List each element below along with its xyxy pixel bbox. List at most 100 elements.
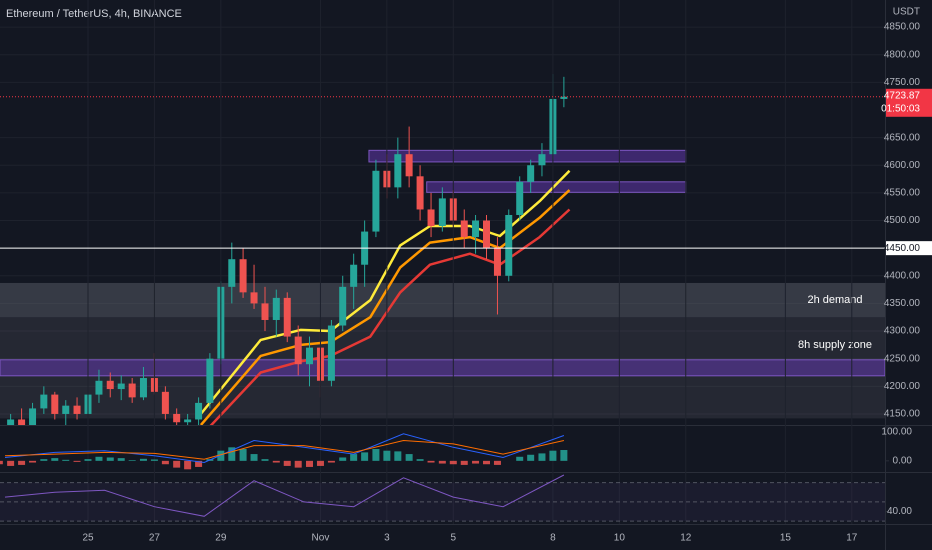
macd-histogram-bar (261, 459, 269, 461)
macd-histogram-bar (460, 460, 468, 465)
candle-body (516, 181, 524, 215)
candle-body (51, 394, 59, 414)
macd-histogram-bar (272, 460, 280, 463)
candle-body (538, 154, 546, 166)
macd-histogram-bar (73, 460, 81, 462)
zone-label: 8h supply zone (798, 339, 872, 351)
candle-body (195, 402, 203, 420)
candle-body (483, 220, 491, 249)
y-tick-label: 4300.00 (884, 326, 921, 337)
y-tick-label: 4650.00 (884, 132, 921, 143)
candle-body (327, 325, 335, 381)
candle-body (206, 358, 214, 403)
candle-body (161, 391, 169, 414)
macd-histogram-bar (95, 456, 103, 461)
macd-histogram-bar (549, 450, 557, 461)
x-tick-label: 12 (680, 533, 692, 544)
y-tick-label: 4600.00 (884, 160, 921, 171)
macd-histogram-bar (372, 449, 380, 461)
level-tag (886, 241, 932, 256)
countdown-label: 01:50:03 (881, 103, 920, 114)
macd-histogram-bar (416, 459, 424, 461)
macd-histogram-bar (40, 459, 48, 461)
candle-body (250, 292, 258, 304)
candle-body (184, 419, 192, 423)
macd-histogram-bar (18, 460, 26, 465)
x-tick-label: 8 (550, 533, 556, 544)
macd-histogram-bar (217, 450, 225, 461)
y-tick-label: 4750.00 (884, 77, 921, 88)
last-price-label: 4723.87 (884, 90, 921, 101)
y-tick-label: 4550.00 (884, 188, 921, 199)
macd-histogram-bar (306, 460, 314, 467)
macd-histogram-bar (483, 460, 491, 465)
candle-body (239, 259, 247, 293)
ribbon-line (209, 208, 571, 425)
macd-histogram-bar (449, 460, 457, 465)
macd-histogram-bar (538, 453, 546, 461)
y-tick-label: 4200.00 (884, 381, 921, 392)
candle-body (7, 419, 15, 425)
macd-tick-label: 0.00 (893, 455, 913, 466)
x-tick-label: 29 (215, 533, 227, 544)
candle-body (472, 220, 480, 238)
candle-body (350, 264, 358, 287)
macd-histogram-bar (84, 459, 92, 461)
macd-histogram-bar (7, 460, 15, 466)
macd-histogram-bar (106, 457, 114, 461)
x-tick-label: 5 (451, 533, 457, 544)
candle-body (460, 220, 468, 238)
candle-body (394, 154, 402, 188)
macd-histogram-bar (195, 460, 203, 467)
candle-body (228, 259, 236, 287)
x-tick-label: 3 (384, 533, 390, 544)
macd-histogram-bar (150, 459, 158, 461)
macd-histogram-bar (438, 460, 446, 464)
macd-histogram-bar (228, 447, 236, 461)
macd-histogram-bar (173, 460, 181, 468)
candle-body (139, 378, 147, 398)
candle-body (493, 248, 501, 276)
macd-histogram-bar (339, 457, 347, 461)
macd-tick-label: 100.00 (881, 427, 912, 438)
y-tick-label: 4250.00 (884, 353, 921, 364)
macd-histogram-bar (283, 460, 291, 466)
candle-body (505, 214, 513, 276)
candle-body (95, 380, 103, 395)
y-tick-label: 4350.00 (884, 298, 921, 309)
zone (368, 149, 687, 163)
macd-histogram-bar (361, 452, 369, 461)
y-tick-label: 4500.00 (884, 215, 921, 226)
candle-body (106, 380, 114, 390)
candle-body (73, 405, 81, 414)
x-tick-label: Nov (312, 533, 330, 544)
candle-body (405, 154, 413, 177)
zone (0, 282, 885, 318)
macd-histogram-bar (139, 458, 147, 461)
candle-body (560, 96, 568, 99)
y-tick-label: 4150.00 (884, 409, 921, 420)
candle-body (272, 297, 280, 320)
rsi-tick-label: 40.00 (887, 506, 912, 517)
macd-histogram-bar (62, 459, 70, 461)
macd-histogram-bar (29, 460, 37, 463)
macd-histogram-bar (117, 458, 125, 461)
macd-histogram-bar (316, 460, 324, 466)
macd-histogram-bar (527, 454, 535, 461)
main-pane: 2h demand 8h supply zone (0, 26, 885, 425)
macd-histogram-bar (560, 450, 568, 461)
macd-histogram-bar (405, 454, 413, 461)
macd-histogram-bar (493, 460, 501, 465)
macd-line (4, 433, 565, 464)
last-price-tag (886, 88, 932, 117)
rsi-line (4, 474, 565, 517)
macd-histogram-bar (516, 456, 524, 461)
candle-body (527, 165, 535, 182)
candle-body (40, 394, 48, 409)
candle-body (427, 209, 435, 227)
macd-histogram-bar (394, 451, 402, 461)
candle-body (283, 297, 291, 337)
macd-histogram-bar (239, 449, 247, 461)
